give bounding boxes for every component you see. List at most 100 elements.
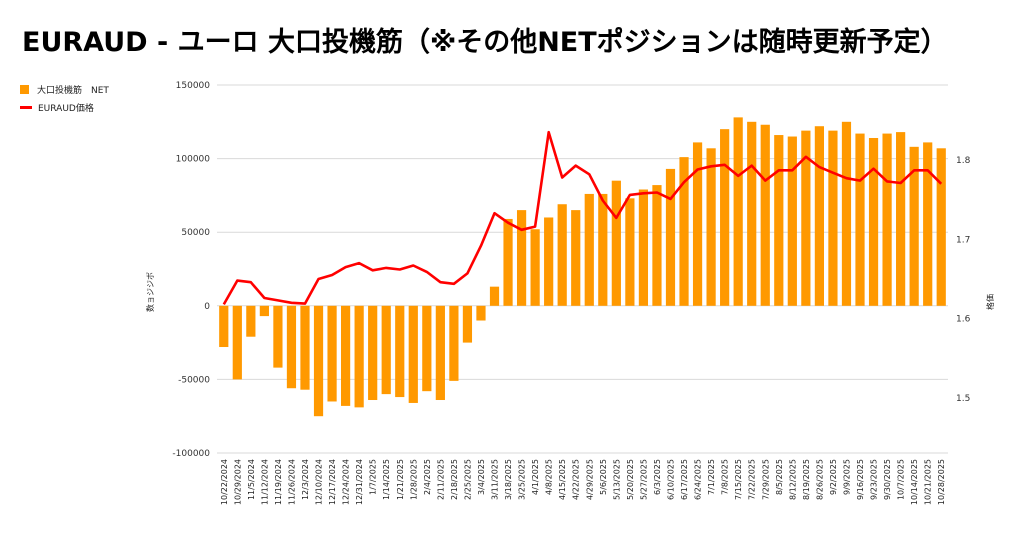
x-tick-label: 10/28/2025 bbox=[937, 459, 946, 505]
x-tick-label: 12/10/2024 bbox=[315, 459, 324, 505]
y-tick-label: -100000 bbox=[172, 449, 210, 459]
x-tick-label: 3/18/2025 bbox=[504, 459, 513, 500]
bar bbox=[625, 198, 635, 306]
bar bbox=[814, 126, 825, 306]
x-tick-label: 2/25/2025 bbox=[463, 459, 472, 500]
x-tick-label: 8/5/2025 bbox=[775, 459, 784, 495]
x-tick-label: 7/15/2025 bbox=[734, 459, 743, 500]
price-line bbox=[222, 130, 943, 306]
x-tick-label: 1/7/2025 bbox=[369, 459, 378, 495]
y2-tick-label: 1.6 bbox=[956, 315, 971, 325]
bar bbox=[462, 305, 473, 343]
x-tick-label: 11/5/2024 bbox=[247, 459, 256, 500]
bar bbox=[246, 305, 256, 337]
y2-axis-title: 格価 bbox=[985, 294, 995, 310]
bar bbox=[300, 305, 310, 390]
bar bbox=[760, 124, 770, 306]
legend-item-line: EURAUD価格 bbox=[20, 98, 109, 116]
bar bbox=[489, 286, 500, 306]
x-tick-label: 5/20/2025 bbox=[626, 459, 635, 500]
bar bbox=[720, 129, 730, 306]
bar bbox=[340, 305, 351, 406]
y-tick-label: 0 bbox=[204, 302, 210, 312]
x-tick-label: 11/26/2024 bbox=[288, 459, 297, 505]
x-tick-label: 3/4/2025 bbox=[477, 459, 486, 495]
bar bbox=[936, 148, 946, 306]
legend: 大口投機筋 NET EURAUD価格 bbox=[20, 80, 109, 116]
x-tick-label: 7/22/2025 bbox=[748, 459, 757, 500]
bar bbox=[313, 305, 324, 417]
x-tick-label: 9/9/2025 bbox=[843, 459, 852, 495]
bar bbox=[584, 193, 594, 306]
x-tick-label: 3/11/2025 bbox=[491, 459, 500, 500]
bar bbox=[557, 204, 567, 306]
x-tick-label: 9/2/2025 bbox=[829, 459, 838, 495]
bar bbox=[706, 148, 716, 306]
bar bbox=[896, 132, 906, 306]
bar bbox=[571, 210, 581, 306]
bar bbox=[259, 305, 269, 317]
y2-tick-label: 1.5 bbox=[956, 394, 970, 404]
x-tick-label: 4/1/2025 bbox=[531, 459, 540, 495]
bar bbox=[801, 130, 811, 306]
x-tick-label: 10/21/2025 bbox=[924, 459, 933, 505]
bar bbox=[286, 305, 297, 389]
x-tick-label: 8/12/2025 bbox=[788, 459, 797, 500]
x-tick-label: 1/14/2025 bbox=[382, 459, 391, 500]
legend-line-swatch bbox=[20, 105, 32, 109]
x-tick-label: 7/29/2025 bbox=[761, 459, 770, 500]
x-tick-label: 1/21/2025 bbox=[396, 459, 405, 500]
x-tick-label: 7/1/2025 bbox=[707, 459, 716, 495]
legend-label-line: EURAUD価格 bbox=[38, 103, 94, 114]
chart-title: EURAUD - ユーロ 大口投機筋（※その他NETポジションは随時更新予定） bbox=[22, 27, 948, 58]
legend-item-bars: 大口投機筋 NET bbox=[20, 80, 109, 98]
bar bbox=[476, 305, 486, 321]
x-tick-label: 4/29/2025 bbox=[585, 459, 594, 500]
x-tick-label: 11/19/2024 bbox=[274, 459, 283, 505]
x-tick-label: 12/3/2024 bbox=[301, 459, 310, 500]
y-axis-title: 数ョジジボ bbox=[145, 272, 155, 312]
y-tick-label: 150000 bbox=[176, 81, 211, 91]
x-tick-label: 5/27/2025 bbox=[639, 459, 648, 500]
bar bbox=[544, 217, 554, 306]
y-tick-label: 50000 bbox=[181, 228, 210, 238]
bar bbox=[435, 305, 445, 401]
bar bbox=[882, 133, 892, 306]
bar bbox=[219, 305, 229, 348]
bar bbox=[503, 218, 513, 306]
x-tick-label: 9/30/2025 bbox=[883, 459, 892, 500]
x-tick-label: 6/10/2025 bbox=[667, 459, 676, 500]
bar bbox=[652, 185, 662, 306]
bar bbox=[733, 117, 743, 306]
x-tick-label: 12/24/2024 bbox=[342, 459, 351, 505]
y2-tick-label: 1.8 bbox=[956, 156, 971, 166]
bar bbox=[327, 305, 337, 402]
bar bbox=[354, 305, 364, 408]
x-tick-label: 6/24/2025 bbox=[694, 459, 703, 500]
x-tick-label: 1/28/2025 bbox=[409, 459, 418, 500]
bar bbox=[273, 305, 283, 368]
x-tick-label: 7/8/2025 bbox=[721, 459, 730, 495]
bar bbox=[516, 210, 527, 306]
x-tick-label: 9/16/2025 bbox=[856, 459, 865, 500]
bar bbox=[828, 130, 838, 306]
x-tick-label: 10/7/2025 bbox=[897, 459, 906, 500]
bar bbox=[692, 142, 703, 306]
x-tick-label: 2/18/2025 bbox=[450, 459, 459, 500]
x-tick-label: 3/25/2025 bbox=[518, 459, 527, 500]
x-tick-label: 12/31/2024 bbox=[355, 459, 364, 505]
bar bbox=[381, 305, 391, 395]
bar bbox=[665, 168, 676, 306]
bar bbox=[422, 305, 432, 392]
x-tick-label: 6/17/2025 bbox=[680, 459, 689, 500]
bar bbox=[449, 305, 459, 381]
bar bbox=[841, 121, 852, 306]
bar bbox=[368, 305, 378, 401]
bar bbox=[395, 305, 405, 398]
x-tick-label: 5/6/2025 bbox=[599, 459, 608, 495]
x-tick-label: 10/14/2025 bbox=[910, 459, 919, 505]
bar bbox=[679, 157, 689, 306]
x-tick-label: 2/4/2025 bbox=[423, 459, 432, 495]
x-tick-label: 10/22/2024 bbox=[220, 459, 229, 505]
